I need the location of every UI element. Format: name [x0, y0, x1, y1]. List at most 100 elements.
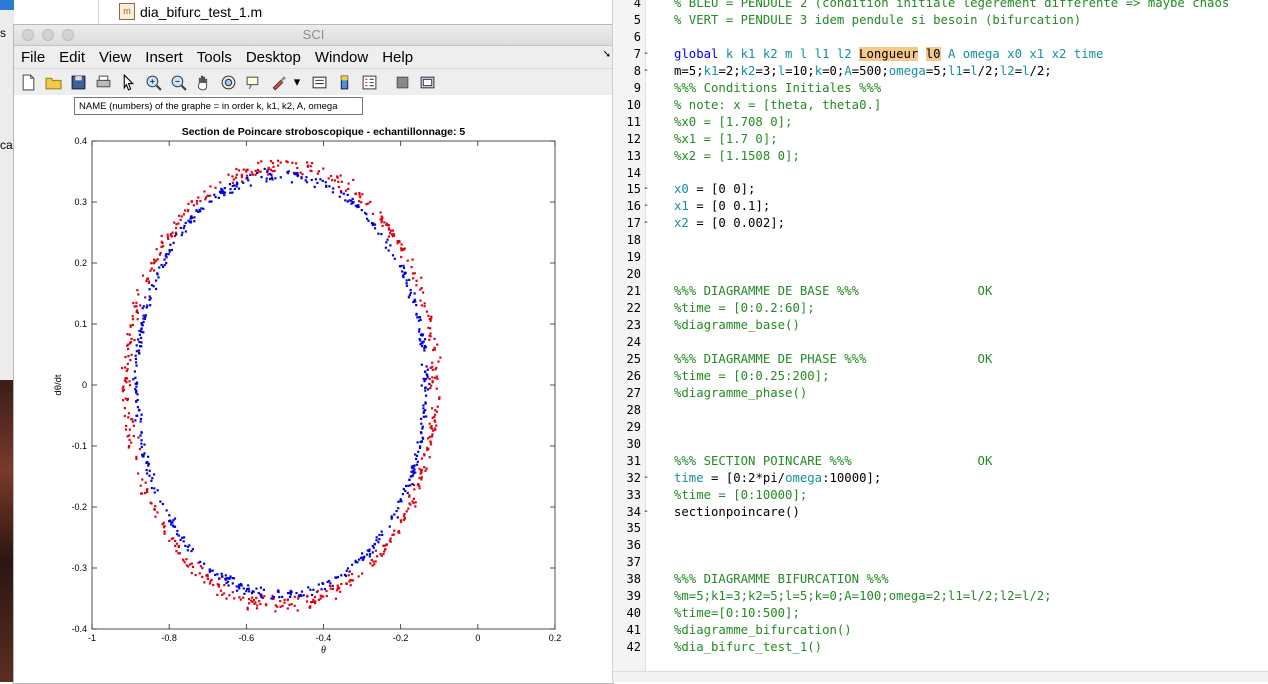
code-line[interactable]: m=5;k1=2;k2=3;l=10;k=0;A=500;omega=5;l1=…	[674, 63, 1052, 78]
data-point	[288, 603, 291, 606]
zoom-out-icon[interactable]	[168, 72, 188, 92]
data-point	[348, 580, 351, 583]
plot-area[interactable]: -1 -0.8 -0.6 -0.4 -0.2 0 0.2 0.4 0.3 0.2 0.1 0 -0.1 -…	[14, 95, 613, 683]
code-line[interactable]: %diagramme_base()	[674, 318, 800, 333]
code-line[interactable]: %%% Conditions Initiales %%%	[674, 80, 882, 95]
horizontal-scrollbar[interactable]	[613, 671, 1268, 682]
data-point	[345, 582, 348, 585]
code-line[interactable]: %%% SECTION POINCARE %%% OK	[674, 453, 993, 468]
code-line[interactable]: % BLEU = PENDULE 2 (condition initiale l…	[674, 0, 1230, 10]
code-line[interactable]: global k k1 k2 m l l1 l2 Longueur l0 A o…	[674, 46, 1104, 61]
data-point	[143, 452, 146, 455]
annotation-textbox[interactable]: NAME (numbers) of the graphe = in order …	[74, 97, 363, 115]
minimize-window-button[interactable]	[42, 29, 54, 41]
data-point	[239, 584, 242, 587]
breakpoint-marker[interactable]: -	[643, 200, 650, 212]
breakpoint-marker[interactable]: -	[643, 471, 650, 483]
legend-icon[interactable]	[359, 72, 379, 92]
menu-help[interactable]: Help	[382, 48, 414, 66]
code-editor[interactable]: 4 5 6 7-8-9 10 11 12 13 14 15-16-17-18 19 20 21 22 23 2…	[612, 0, 1268, 682]
link-icon[interactable]	[309, 72, 329, 92]
data-point	[136, 406, 139, 409]
menu-window[interactable]: Window	[314, 48, 369, 66]
data-point	[319, 178, 322, 181]
background-selection	[0, 0, 14, 10]
breakpoint-marker[interactable]: -	[643, 217, 650, 229]
code-line[interactable]: %x2 = [1.1508 0];	[674, 148, 800, 163]
pointer-icon[interactable]	[118, 72, 138, 92]
data-point	[293, 604, 296, 607]
breakpoint-marker[interactable]: -	[643, 505, 650, 517]
data-point	[216, 573, 219, 576]
close-window-button[interactable]	[22, 29, 34, 41]
menu-tools[interactable]: Tools	[196, 48, 232, 66]
brush-icon[interactable]	[268, 72, 288, 92]
breakpoint-marker[interactable]: -	[643, 183, 650, 195]
code-line[interactable]: %x1 = [1.7 0];	[674, 131, 778, 146]
data-point	[358, 192, 361, 195]
code-line[interactable]: x2 = [0 0.002];	[674, 216, 786, 231]
menu-view[interactable]: View	[99, 48, 132, 66]
data-point	[369, 553, 372, 556]
save-icon[interactable]	[68, 72, 88, 92]
breakpoint-marker[interactable]: -	[643, 47, 650, 59]
code-line[interactable]: %%% DIAGRAMME DE BASE %%% OK	[674, 284, 993, 299]
menu-overflow-icon[interactable]: ➘	[602, 49, 611, 60]
code-line[interactable]: %dia_bifurc_test_1()	[674, 640, 823, 655]
file-item[interactable]: m dia_bifurc_test_1.m	[119, 3, 262, 20]
code-line[interactable]: % VERT = PENDULE 3 idem pendule si besoi…	[674, 12, 1082, 27]
poincare-plot[interactable]: -1 -0.8 -0.6 -0.4 -0.2 0 0.2 0.4 0.3 0.2 0.1 0 -0.1 -…	[14, 95, 613, 683]
data-point	[376, 555, 379, 558]
data-point	[271, 162, 274, 165]
data-cursor-icon[interactable]	[243, 72, 263, 92]
colorbar-icon[interactable]	[334, 72, 354, 92]
data-point	[195, 200, 199, 203]
code-line[interactable]: %x0 = [1.708 0];	[674, 114, 793, 129]
title-bar[interactable]: SCI	[14, 25, 613, 46]
data-point	[397, 507, 400, 510]
menu-file[interactable]: File	[21, 48, 46, 66]
data-point	[130, 353, 133, 356]
data-point	[328, 584, 331, 587]
line-number: 16	[626, 199, 641, 214]
data-point	[374, 560, 377, 563]
data-point	[346, 193, 349, 196]
hide-plot-tools-icon[interactable]	[392, 72, 412, 92]
code-line[interactable]: %time = [0:10000];	[674, 487, 808, 502]
line-number: 12	[626, 131, 641, 146]
code-line[interactable]: x0 = [0 0];	[674, 182, 756, 197]
show-plot-tools-icon[interactable]	[417, 72, 437, 92]
zoom-in-icon[interactable]	[143, 72, 163, 92]
code-line[interactable]: %%% DIAGRAMME BIFURCATION %%%	[674, 572, 889, 587]
code-line[interactable]: % note: x = [theta, theta0.]	[674, 97, 882, 112]
menu-desktop[interactable]: Desktop	[245, 48, 301, 66]
menu-edit[interactable]: Edit	[59, 48, 86, 66]
brush-dropdown-icon[interactable]: ▾	[293, 74, 301, 89]
data-point	[152, 285, 155, 288]
breakpoint-marker[interactable]: -	[643, 64, 650, 76]
pan-hand-icon[interactable]	[193, 72, 213, 92]
rotate-icon[interactable]	[218, 72, 238, 92]
code-line[interactable]: sectionpoincare()	[674, 504, 800, 519]
code-line[interactable]: %%% DIAGRAMME DE PHASE %%% OK	[674, 351, 993, 366]
code-line[interactable]: x1 = [0 0.1];	[674, 199, 771, 214]
code-line[interactable]: %diagramme_bifurcation()	[674, 623, 852, 638]
data-point	[255, 171, 259, 174]
code-line[interactable]: time = [0:2*pi/omega:10000];	[674, 470, 882, 485]
data-point	[246, 176, 249, 179]
maximize-window-button[interactable]	[62, 29, 74, 41]
data-point	[438, 396, 441, 399]
new-figure-icon[interactable]	[18, 72, 38, 92]
code-line[interactable]: %diagramme_phase()	[674, 385, 808, 400]
code-line[interactable]: %time=[0:10:500];	[674, 606, 800, 621]
code-line[interactable]: %m=5;k1=3;k2=5;l=5;k=0;A=100;omega=2;l1=…	[674, 589, 1052, 604]
data-point	[332, 187, 335, 190]
open-icon[interactable]	[43, 72, 63, 92]
data-point	[187, 209, 190, 212]
print-icon[interactable]	[93, 72, 113, 92]
data-point	[358, 193, 361, 196]
data-point	[136, 398, 139, 402]
code-line[interactable]: %time = [0:0.25:200];	[674, 368, 830, 383]
menu-insert[interactable]: Insert	[145, 48, 183, 66]
code-line[interactable]: %time = [0:0.2:60];	[674, 301, 815, 316]
